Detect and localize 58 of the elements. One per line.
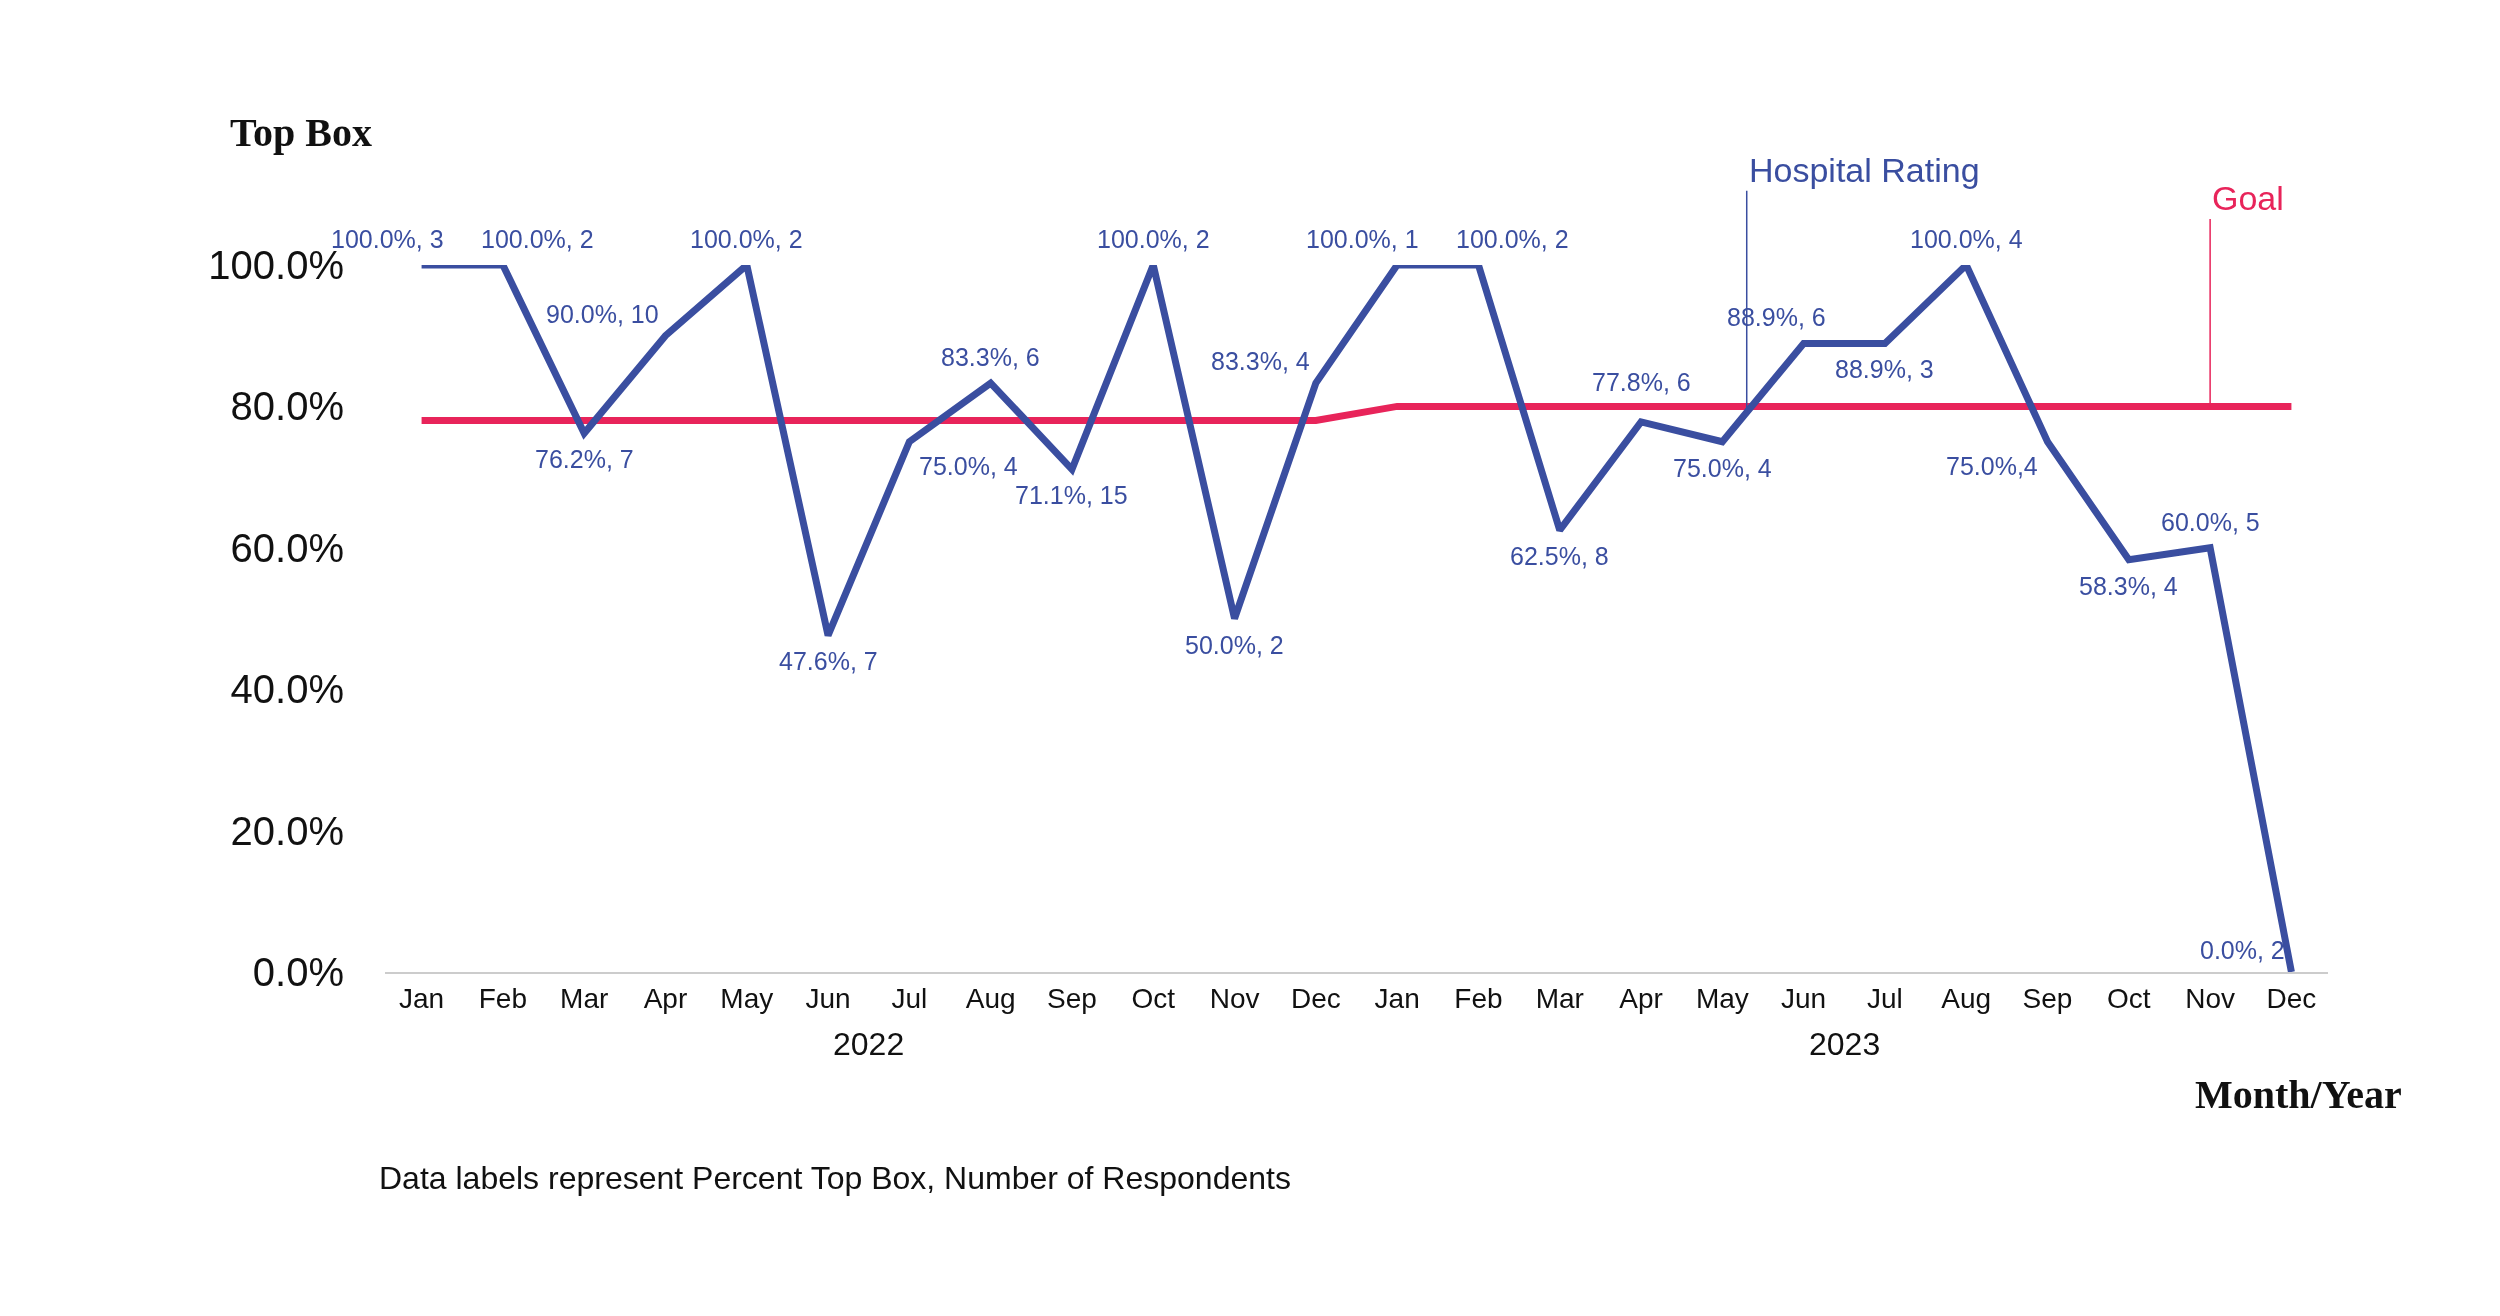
text: 2022 <box>833 1026 905 1062</box>
data-label: 90.0%, 10 <box>546 300 659 328</box>
data-label: 75.0%,4 <box>1946 452 2038 480</box>
y-axis-title: Top Box <box>230 110 372 155</box>
x-tick-label: Oct <box>1131 982 1176 1014</box>
data-label: 100.0%, 4 <box>1910 225 2023 253</box>
x-tick-label: Jul <box>1867 982 1903 1014</box>
x-tick-label: Nov <box>1209 982 1260 1014</box>
text: Data labels represent Percent Top Box, Number of Respondents <box>379 1160 1291 1196</box>
data-label: 88.9%, 3 <box>1835 355 1934 383</box>
x-tick-label: May <box>1695 982 1749 1014</box>
data-label: 47.6%, 7 <box>779 647 878 675</box>
x-tick-label: Sep <box>2022 982 2073 1014</box>
data-label: 83.3%, 4 <box>1211 347 1310 375</box>
y-tick-label: 80.0% <box>230 384 344 429</box>
x-tick-label: Jul <box>891 982 928 1014</box>
text: Hospital Rating <box>1749 151 1980 189</box>
data-label: 76.2%, 7 <box>535 445 634 473</box>
data-label: 100.0%, 1 <box>1306 225 1419 253</box>
x-tick-label: Aug <box>965 982 1016 1014</box>
text: Goal <box>2212 179 2284 217</box>
y-tick-label: 60.0% <box>230 525 344 570</box>
data-label: 100.0%, 2 <box>1456 225 1569 253</box>
x-tick-label: Dec <box>2266 982 2317 1014</box>
x-tick-label: Mar <box>1535 982 1584 1014</box>
text: 2023 <box>1809 1026 1881 1062</box>
x-tick-label: Dec <box>1290 982 1341 1014</box>
data-label: 77.8%, 6 <box>1592 368 1691 396</box>
data-label: 50.0%, 2 <box>1185 631 1284 659</box>
x-tick-label: May <box>720 982 774 1014</box>
x-tick-label: Jun <box>1781 982 1827 1014</box>
x-tick-label: Mar <box>560 982 609 1014</box>
data-label: 100.0%, 2 <box>690 225 803 253</box>
data-label: 58.3%, 4 <box>2079 572 2178 600</box>
x-tick-label: Apr <box>643 982 688 1014</box>
data-label: 75.0%, 4 <box>919 452 1018 480</box>
data-label: 62.5%, 8 <box>1510 542 1609 570</box>
data-label: 75.0%, 4 <box>1673 454 1772 482</box>
y-tick-label: 0.0% <box>252 950 344 994</box>
y-tick-label: 20.0% <box>230 808 344 853</box>
data-label: 83.3%, 6 <box>941 343 1040 371</box>
x-tick-label: Feb <box>478 982 528 1014</box>
x-tick-label: Apr <box>1619 982 1663 1014</box>
data-label: 100.0%, 2 <box>1097 225 1210 253</box>
x-tick-label: Jun <box>805 982 851 1014</box>
x-tick-label: Aug <box>1941 982 1992 1014</box>
x-tick-label: Nov <box>2185 982 2236 1014</box>
data-label: 100.0%, 2 <box>481 225 594 253</box>
data-label: 0.0%, 2 <box>2200 936 2285 964</box>
x-axis-title: Month/Year <box>2195 1072 2402 1117</box>
x-tick-label: Feb <box>1454 982 1503 1014</box>
x-tick-label: Sep <box>1047 982 1097 1014</box>
x-tick-label: Jan <box>1374 982 1420 1014</box>
data-label: 60.0%, 5 <box>2161 508 2260 536</box>
x-tick-label: Oct <box>2107 982 2151 1014</box>
x-tick-label: Jan <box>399 982 445 1014</box>
y-tick-label: 40.0% <box>230 667 344 712</box>
data-label: 71.1%, 15 <box>1015 481 1128 509</box>
